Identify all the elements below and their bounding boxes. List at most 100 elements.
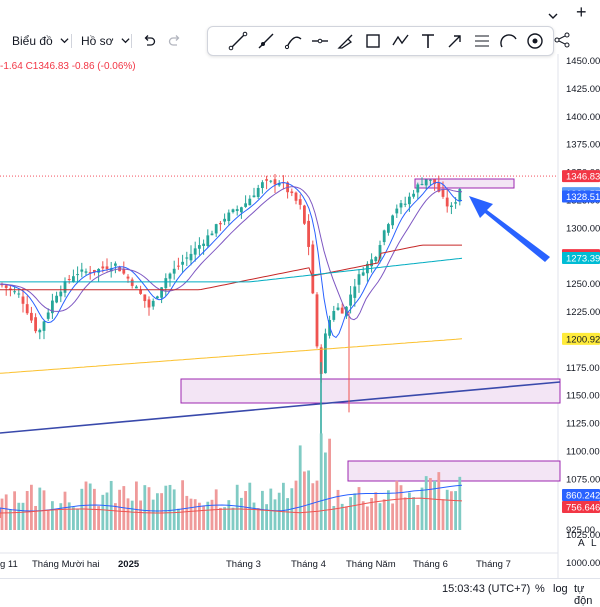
candle-body[interactable] [168, 273, 172, 279]
candle-body[interactable] [458, 189, 462, 202]
auto-toggle[interactable]: tự độn [574, 583, 593, 607]
undo-icon[interactable] [142, 34, 156, 48]
log-toggle[interactable]: log [553, 583, 568, 595]
candle-body[interactable] [130, 279, 134, 286]
candle-body[interactable] [357, 274, 361, 285]
candle-body[interactable] [126, 276, 130, 279]
candle-body[interactable] [395, 208, 399, 214]
candle-body[interactable] [441, 189, 445, 197]
fib-icon[interactable] [472, 31, 492, 51]
candle-body[interactable] [408, 196, 411, 205]
candle-body[interactable] [210, 233, 214, 236]
candle-body[interactable] [361, 272, 365, 276]
candle-body[interactable] [9, 288, 12, 290]
candle-body[interactable] [235, 209, 239, 212]
candle-body[interactable] [122, 269, 126, 274]
candle-body[interactable] [55, 295, 58, 303]
candle-body[interactable] [420, 183, 424, 185]
candle-body[interactable] [114, 263, 117, 266]
candle-body[interactable] [46, 312, 50, 319]
candle-body[interactable] [135, 286, 138, 289]
candle-body[interactable] [290, 191, 294, 194]
curve-icon[interactable] [284, 31, 304, 51]
candle-body[interactable] [261, 182, 264, 189]
arrow-annotation[interactable] [469, 196, 550, 262]
candle-body[interactable] [193, 248, 197, 255]
resistance-zone-box[interactable] [414, 178, 515, 189]
candle-body[interactable] [374, 257, 378, 262]
candle-body[interactable] [63, 281, 67, 293]
candle-body[interactable] [76, 274, 79, 276]
candle-body[interactable] [156, 296, 159, 299]
candle-body[interactable] [219, 223, 222, 225]
candle-body[interactable] [269, 180, 273, 182]
candle-body[interactable] [164, 278, 168, 289]
candle-body[interactable] [227, 212, 231, 221]
candle-body[interactable] [189, 253, 193, 261]
candle-body[interactable] [101, 266, 105, 269]
candle-body[interactable] [143, 294, 147, 302]
candle-body[interactable] [206, 235, 210, 247]
candle-body[interactable] [214, 224, 218, 234]
add-tab-button[interactable]: + [576, 2, 587, 22]
candle-body[interactable] [105, 266, 109, 270]
candle-body[interactable] [336, 307, 340, 310]
candle-body[interactable] [72, 276, 75, 282]
candle-body[interactable] [450, 205, 453, 208]
candle-body[interactable] [185, 257, 189, 259]
candle-body[interactable] [59, 291, 63, 297]
candle-body[interactable] [147, 299, 151, 308]
candle-body[interactable] [340, 307, 344, 314]
candle-body[interactable] [244, 203, 247, 207]
candle-body[interactable] [353, 286, 357, 298]
candle-body[interactable] [42, 321, 46, 331]
candle-body[interactable] [391, 215, 394, 226]
candle-body[interactable] [198, 245, 201, 249]
candle-body[interactable] [139, 289, 142, 294]
candle-body[interactable] [177, 265, 180, 267]
trendline[interactable] [0, 381, 561, 434]
candle-body[interactable] [307, 220, 310, 247]
text-icon[interactable] [418, 31, 438, 51]
candle-body[interactable] [298, 199, 302, 205]
candle-body[interactable] [256, 187, 260, 197]
candle-body[interactable] [382, 230, 386, 243]
candle-body[interactable] [223, 218, 226, 222]
candle-body[interactable] [109, 268, 113, 272]
candle-body[interactable] [454, 202, 457, 204]
candle-body[interactable] [181, 261, 184, 265]
candle-body[interactable] [433, 179, 436, 184]
candle-body[interactable] [403, 203, 407, 205]
scale-button[interactable]: L [591, 538, 597, 549]
candle-body[interactable] [412, 193, 415, 197]
candle-body[interactable] [294, 192, 298, 201]
candle-body[interactable] [416, 184, 420, 193]
candle-body[interactable] [30, 312, 33, 321]
candle-body[interactable] [88, 272, 92, 274]
candle-body[interactable] [303, 205, 306, 224]
trend-line-icon[interactable] [228, 31, 248, 51]
candle-body[interactable] [13, 291, 16, 293]
candle-body[interactable] [399, 203, 403, 208]
candle-body[interactable] [248, 198, 252, 206]
candle-body[interactable] [252, 195, 256, 198]
chart-type-menu[interactable]: Biểu đồ [12, 32, 69, 50]
arrow-icon[interactable] [445, 31, 465, 51]
candle-body[interactable] [84, 271, 88, 273]
redo-icon[interactable] [168, 34, 182, 48]
eye-icon[interactable] [525, 31, 545, 51]
candle-body[interactable] [51, 300, 54, 314]
price-chart[interactable]: 1450.001425.001400.001375.001350.001325.… [0, 54, 600, 578]
candle-body[interactable] [387, 224, 390, 233]
candle-body[interactable] [324, 333, 327, 374]
candle-body[interactable] [38, 329, 42, 333]
candle-body[interactable] [315, 294, 319, 347]
path-icon[interactable] [391, 31, 411, 51]
candle-body[interactable] [231, 209, 235, 213]
candle-body[interactable] [25, 304, 29, 314]
candle-body[interactable] [370, 259, 373, 267]
share-icon[interactable] [552, 30, 572, 50]
candle-body[interactable] [445, 197, 449, 207]
candle-body[interactable] [160, 287, 163, 298]
candle-body[interactable] [332, 310, 336, 320]
